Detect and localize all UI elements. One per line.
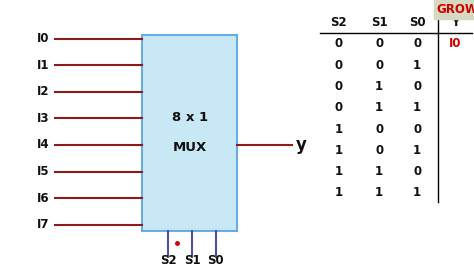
Text: I7: I7 xyxy=(37,218,50,231)
Text: S0: S0 xyxy=(409,16,426,29)
Text: I0: I0 xyxy=(37,32,50,45)
Text: 1: 1 xyxy=(413,186,421,199)
Text: I6: I6 xyxy=(37,192,50,205)
Text: 1: 1 xyxy=(375,186,383,199)
Text: 0: 0 xyxy=(335,101,343,114)
Text: 0: 0 xyxy=(413,165,421,178)
Text: 1: 1 xyxy=(335,186,343,199)
Text: 0: 0 xyxy=(375,123,383,135)
Text: 0: 0 xyxy=(335,59,343,72)
Text: I3: I3 xyxy=(37,112,50,125)
Text: I4: I4 xyxy=(37,139,50,151)
Text: 1: 1 xyxy=(413,101,421,114)
Text: 0: 0 xyxy=(335,38,343,50)
Text: 0: 0 xyxy=(413,123,421,135)
Text: 1: 1 xyxy=(335,144,343,157)
Text: GROW: GROW xyxy=(437,3,474,16)
Text: 1: 1 xyxy=(413,59,421,72)
Text: 1: 1 xyxy=(413,144,421,157)
Text: Y: Y xyxy=(451,16,459,29)
Text: S2: S2 xyxy=(160,254,177,266)
Text: 1: 1 xyxy=(375,101,383,114)
Text: S2: S2 xyxy=(330,16,347,29)
Text: 0: 0 xyxy=(413,38,421,50)
Text: y: y xyxy=(296,136,307,154)
Text: 1: 1 xyxy=(335,123,343,135)
Text: I0: I0 xyxy=(449,38,461,50)
Text: I5: I5 xyxy=(37,165,50,178)
Text: 8 x 1: 8 x 1 xyxy=(172,111,208,123)
Text: 0: 0 xyxy=(375,144,383,157)
Text: 0: 0 xyxy=(335,80,343,93)
Text: MUX: MUX xyxy=(173,141,207,154)
Text: 0: 0 xyxy=(375,59,383,72)
Text: S1: S1 xyxy=(371,16,388,29)
Text: I1: I1 xyxy=(37,59,50,72)
FancyBboxPatch shape xyxy=(142,35,237,231)
Text: 0: 0 xyxy=(413,80,421,93)
Text: 1: 1 xyxy=(375,80,383,93)
Text: S0: S0 xyxy=(207,254,224,266)
Text: 1: 1 xyxy=(335,165,343,178)
Text: 0: 0 xyxy=(375,38,383,50)
Text: 1: 1 xyxy=(375,165,383,178)
Text: S1: S1 xyxy=(183,254,201,266)
Text: I2: I2 xyxy=(37,85,50,98)
